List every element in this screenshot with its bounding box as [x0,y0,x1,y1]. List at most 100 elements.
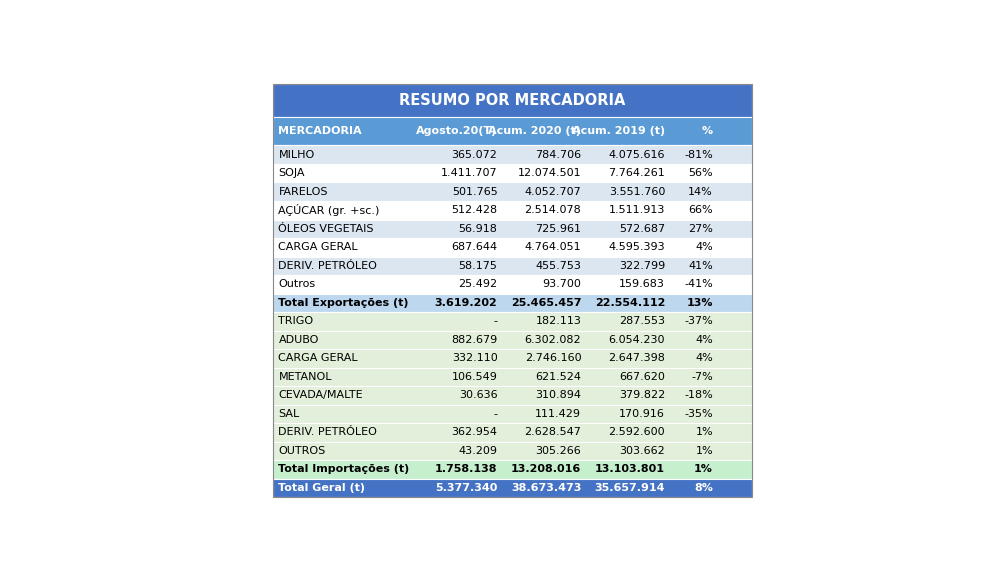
Text: 5.377.340: 5.377.340 [435,483,497,493]
Text: 667.620: 667.620 [619,372,665,382]
Bar [273,312,752,331]
Text: 14%: 14% [688,187,713,197]
Text: CARGA GERAL: CARGA GERAL [278,353,358,363]
Text: OUTROS: OUTROS [278,446,326,456]
Text: 56%: 56% [688,168,713,178]
Text: 106.549: 106.549 [452,372,497,382]
Bar [273,460,752,478]
Text: 455.753: 455.753 [535,261,581,271]
Text: 8%: 8% [694,483,713,493]
Text: 2.647.398: 2.647.398 [608,353,665,363]
Text: 58.175: 58.175 [459,261,497,271]
Text: 882.679: 882.679 [451,335,497,345]
Text: 2.746.160: 2.746.160 [525,353,581,363]
Text: 1%: 1% [695,428,713,437]
Text: 12.074.501: 12.074.501 [518,168,581,178]
Text: 13%: 13% [687,298,713,308]
Text: 38.673.473: 38.673.473 [511,483,581,493]
Text: METANOL: METANOL [278,372,332,382]
Bar [273,117,752,146]
Bar [273,441,752,460]
Text: 379.822: 379.822 [619,391,665,400]
Bar [273,84,752,117]
Bar [273,201,752,219]
Text: -7%: -7% [691,372,713,382]
Text: 2.592.600: 2.592.600 [609,428,665,437]
Bar [273,84,752,497]
Text: MERCADORIA: MERCADORIA [278,126,362,136]
Text: 512.428: 512.428 [451,205,497,215]
Text: 159.683: 159.683 [619,279,665,289]
Text: 1%: 1% [694,464,713,475]
Text: %: % [702,126,713,136]
Text: 501.765: 501.765 [452,187,497,197]
Text: 3.551.760: 3.551.760 [609,187,665,197]
Text: ÓLEOS VEGETAIS: ÓLEOS VEGETAIS [278,224,374,234]
Text: 287.553: 287.553 [619,316,665,327]
Text: -37%: -37% [684,316,713,327]
Bar [273,183,752,201]
Text: 182.113: 182.113 [535,316,581,327]
Bar [273,238,752,256]
Text: Acum. 2019 (t): Acum. 2019 (t) [572,126,665,136]
Text: -81%: -81% [684,150,713,160]
Text: 310.894: 310.894 [535,391,581,400]
Bar [273,256,752,275]
Text: MILHO: MILHO [278,150,315,160]
Text: -35%: -35% [684,409,713,419]
Text: SOJA: SOJA [278,168,305,178]
Text: 725.961: 725.961 [535,224,581,234]
Text: FARELOS: FARELOS [278,187,328,197]
Text: 4%: 4% [695,242,713,252]
Text: Total Geral (t): Total Geral (t) [278,483,365,493]
Bar [273,293,752,312]
Text: Outros: Outros [278,279,316,289]
Text: 35.657.914: 35.657.914 [595,483,665,493]
Text: 621.524: 621.524 [535,372,581,382]
Text: 362.954: 362.954 [451,428,497,437]
Text: 303.662: 303.662 [619,446,665,456]
Text: DERIV. PETRÓLEO: DERIV. PETRÓLEO [278,261,377,271]
Text: 6.302.082: 6.302.082 [525,335,581,345]
Text: 7.764.261: 7.764.261 [608,168,665,178]
Text: 41%: 41% [688,261,713,271]
Text: 572.687: 572.687 [619,224,665,234]
Bar [273,331,752,349]
Text: Acum. 2020 (t): Acum. 2020 (t) [488,126,581,136]
Text: 43.209: 43.209 [458,446,497,456]
Bar [273,146,752,164]
Text: CARGA GERAL: CARGA GERAL [278,242,358,252]
Text: 322.799: 322.799 [619,261,665,271]
Text: -41%: -41% [684,279,713,289]
Text: CEVADA/MALTE: CEVADA/MALTE [278,391,363,400]
Text: 13.103.801: 13.103.801 [595,464,665,475]
Text: 66%: 66% [688,205,713,215]
Text: Total Importações (t): Total Importações (t) [278,464,410,475]
Text: ADUBO: ADUBO [278,335,319,345]
Text: TRIGO: TRIGO [278,316,314,327]
Bar [273,368,752,386]
Text: SAL: SAL [278,409,300,419]
Bar [273,164,752,183]
Text: RESUMO POR MERCADORIA: RESUMO POR MERCADORIA [399,93,626,108]
Text: 1.758.138: 1.758.138 [435,464,497,475]
Text: 56.918: 56.918 [459,224,497,234]
Text: 332.110: 332.110 [452,353,497,363]
Text: 4%: 4% [695,353,713,363]
Text: -18%: -18% [684,391,713,400]
Text: Total Exportações (t): Total Exportações (t) [278,298,409,308]
Text: 22.554.112: 22.554.112 [595,298,665,308]
Text: 111.429: 111.429 [535,409,581,419]
Text: 1%: 1% [695,446,713,456]
Text: -: - [493,316,497,327]
Bar [273,478,752,497]
Text: 365.072: 365.072 [452,150,497,160]
Text: -: - [493,409,497,419]
Text: Agosto.20(T): Agosto.20(T) [416,126,497,136]
Text: 6.054.230: 6.054.230 [609,335,665,345]
Text: 27%: 27% [688,224,713,234]
Text: 4%: 4% [695,335,713,345]
Bar [273,275,752,293]
Text: DERIV. PETRÓLEO: DERIV. PETRÓLEO [278,428,377,437]
Text: AÇÚCAR (gr. +sc.): AÇÚCAR (gr. +sc.) [278,204,380,216]
